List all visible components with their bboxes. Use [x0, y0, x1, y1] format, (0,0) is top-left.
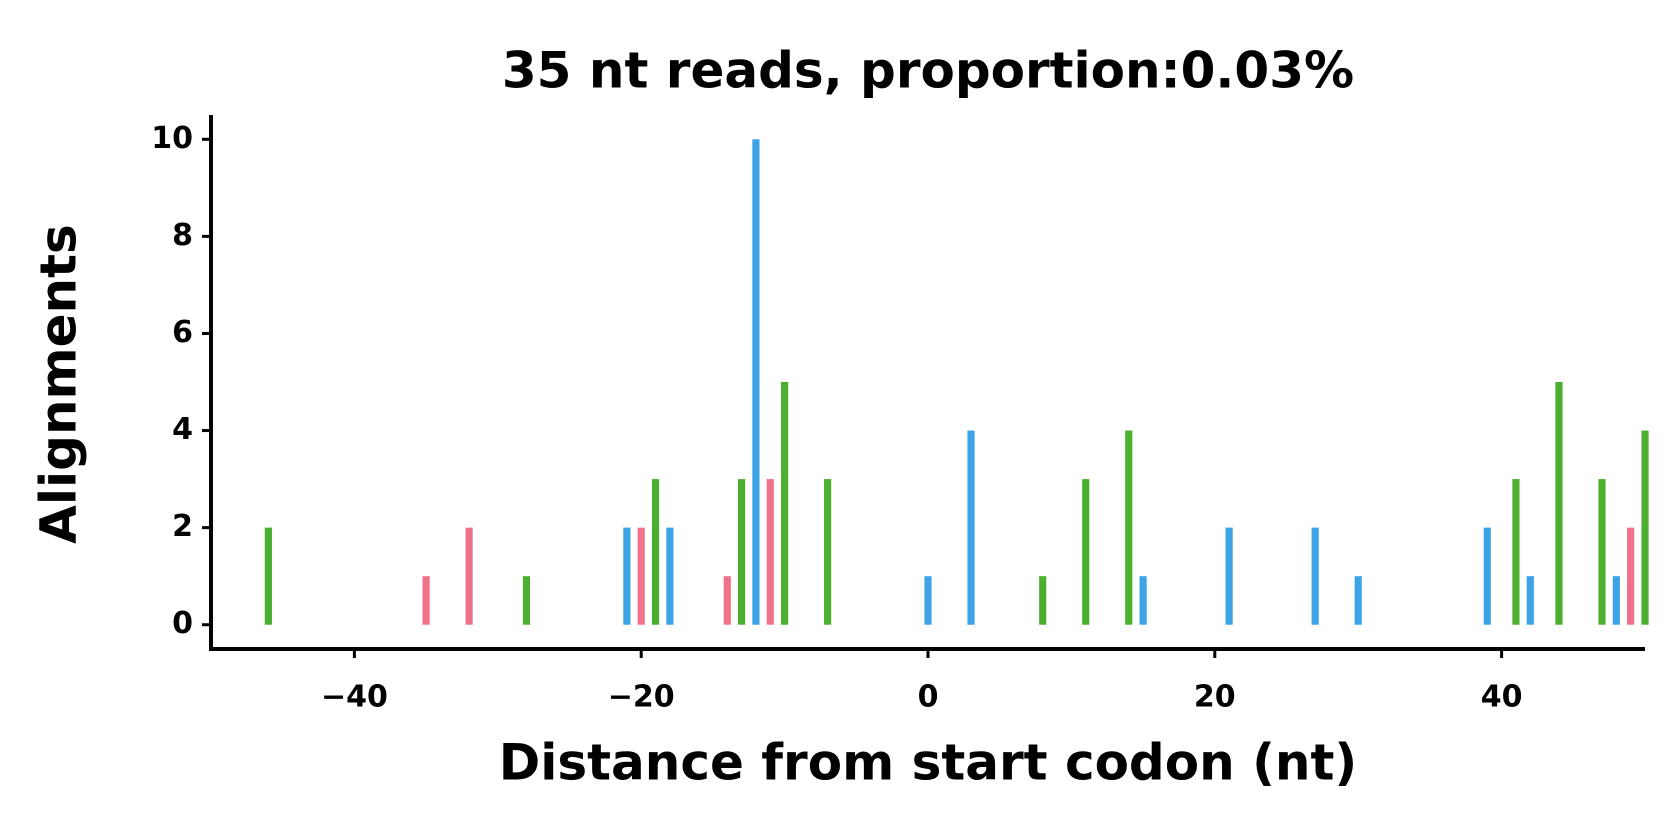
bar — [1039, 576, 1047, 625]
bar — [781, 382, 789, 625]
bar — [967, 430, 975, 625]
x-tick-label: −20 — [608, 680, 675, 715]
bar — [737, 479, 746, 625]
bar — [824, 479, 832, 625]
bar — [1225, 527, 1233, 625]
chart-title: 35 nt reads, proportion:0.03% — [502, 42, 1354, 100]
bar — [651, 479, 660, 625]
bar — [723, 576, 731, 625]
x-tick-label: 0 — [918, 680, 939, 715]
x-tick-label: 20 — [1194, 680, 1236, 715]
bar — [752, 139, 760, 625]
y-tick-label: 4 — [172, 412, 193, 447]
bar — [1311, 527, 1319, 625]
bar — [1354, 576, 1362, 625]
bar — [1598, 479, 1606, 625]
y-tick-label: 10 — [151, 121, 193, 156]
bar — [1512, 479, 1520, 625]
bar — [1526, 576, 1534, 625]
bar — [1555, 382, 1563, 625]
bar — [422, 576, 430, 625]
x-tick-label: −40 — [321, 680, 388, 715]
bar — [1125, 430, 1133, 625]
bar — [264, 527, 272, 625]
y-tick-label: 0 — [172, 606, 193, 641]
x-axis-label: Distance from start codon (nt) — [499, 734, 1358, 792]
y-tick-label: 8 — [172, 218, 193, 253]
bar — [1139, 576, 1147, 625]
bar — [666, 527, 674, 625]
y-tick-label: 6 — [172, 315, 193, 350]
bar — [1612, 576, 1620, 625]
bar — [766, 479, 774, 625]
bar — [924, 576, 932, 625]
x-tick-label: 40 — [1481, 680, 1523, 715]
bar — [1483, 527, 1491, 625]
bar — [522, 576, 531, 625]
y-axis-label: Alignments — [30, 224, 88, 544]
y-tick-label: 2 — [172, 509, 193, 544]
bar — [1082, 479, 1090, 625]
bar — [1641, 430, 1649, 625]
bar — [623, 527, 631, 625]
bar — [1627, 527, 1635, 625]
bar — [465, 527, 473, 625]
bar — [637, 527, 645, 625]
